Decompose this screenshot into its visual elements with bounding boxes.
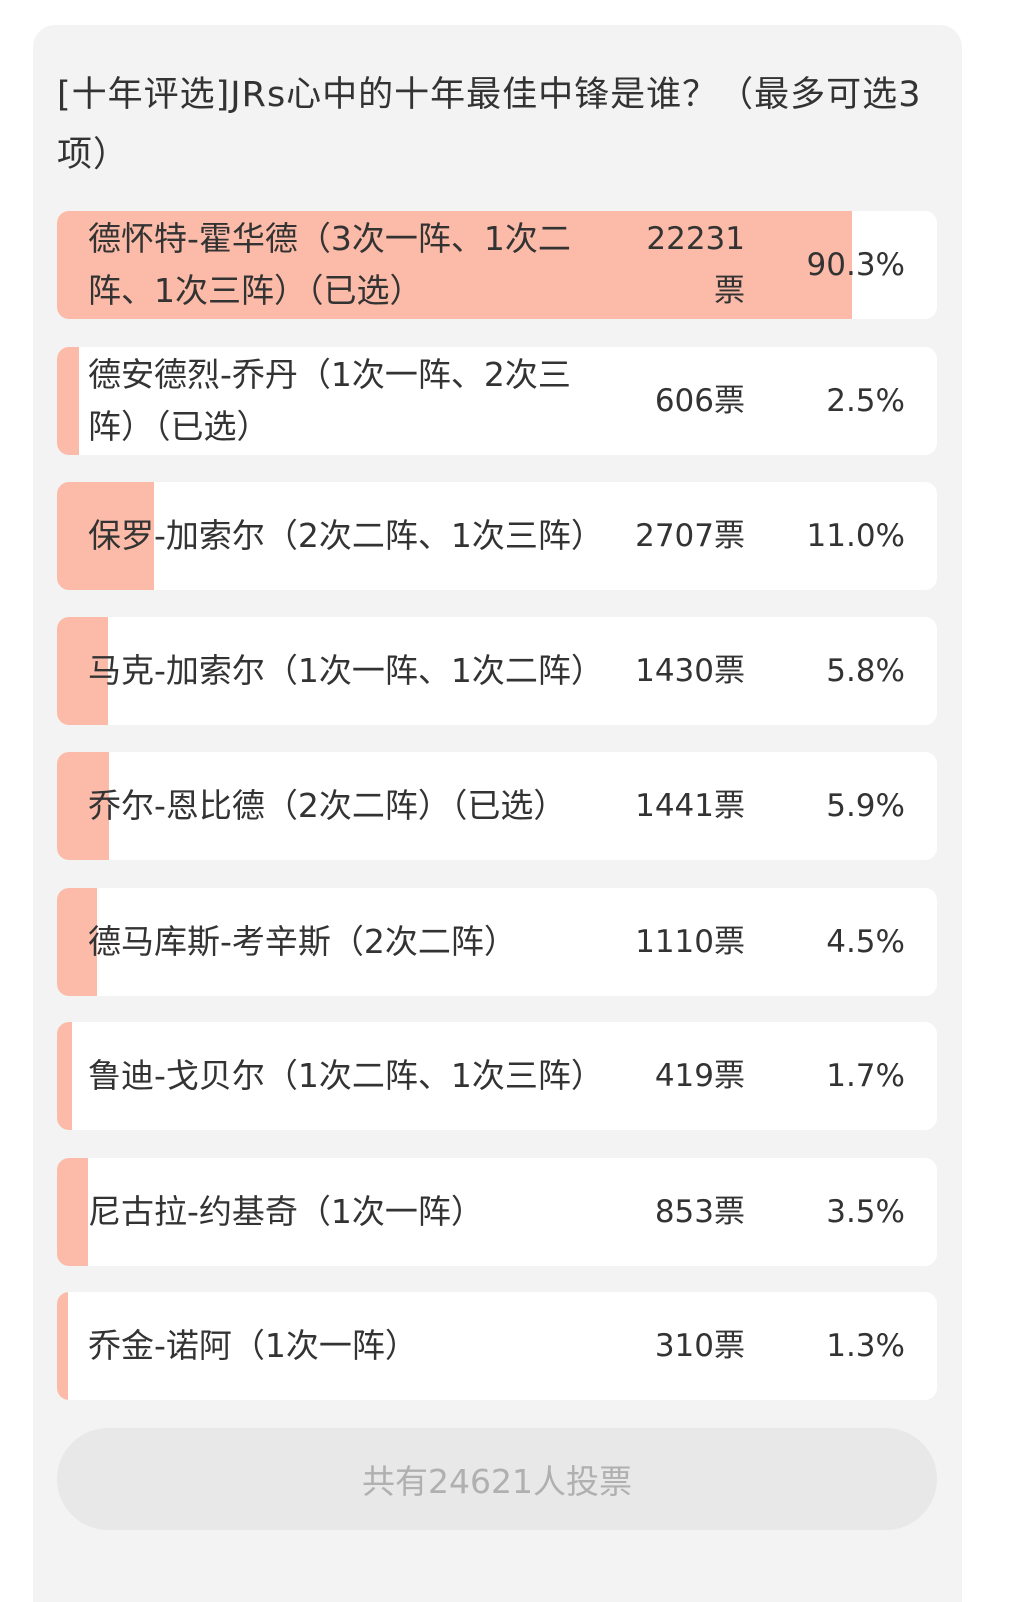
vote-share-bar <box>57 1292 69 1400</box>
poll-card: [十年评选]JRs心中的十年最佳中锋是谁？（最多可选3项） 德怀特-霍华德（3次… <box>33 25 962 1602</box>
total-votes-button[interactable]: 共有24621人投票 <box>57 1428 937 1530</box>
poll-option[interactable]: 马克-加索尔（1次一阵、1次二阵） 1430票 5.8% <box>57 617 937 725</box>
option-label: 乔尔-恩比德（2次二阵）（已选） <box>88 786 567 825</box>
poll-option[interactable]: 德马库斯-考辛斯（2次二阵） 1110票 4.5% <box>57 888 937 996</box>
vote-share-bar <box>57 347 79 455</box>
option-label: 德马库斯-考辛斯（2次二阵） <box>88 922 517 961</box>
option-votes: 1430票 <box>635 653 745 689</box>
option-label: 鲁迪-戈贝尔（1次二阵、1次三阵） <box>88 1056 604 1095</box>
vote-share-bar <box>57 617 109 725</box>
vote-share-bar <box>57 1022 72 1130</box>
option-votes: 1441票 <box>635 788 745 824</box>
poll-option[interactable]: 乔尔-恩比德（2次二阵）（已选） 1441票 5.9% <box>57 752 937 860</box>
option-votes: 22231票 <box>646 221 745 309</box>
option-label: 马克-加索尔（1次一阵、1次二阵） <box>88 651 604 690</box>
vote-share-bar <box>57 752 109 860</box>
poll-option[interactable]: 鲁迪-戈贝尔（1次二阵、1次三阵） 419票 1.7% <box>57 1022 937 1130</box>
poll-option[interactable]: 德怀特-霍华德（3次一阵、1次二阵、1次三阵）（已选） 22231票 90.3% <box>57 211 937 319</box>
option-percent: 5.9% <box>826 788 905 824</box>
option-label: 德安德烈-乔丹（1次一阵、2次三阵）（已选） <box>88 355 571 446</box>
poll-option[interactable]: 尼古拉-约基奇（1次一阵） 853票 3.5% <box>57 1158 937 1266</box>
option-votes: 606票 <box>654 383 745 419</box>
vote-share-bar <box>57 211 852 319</box>
option-label: 保罗-加索尔（2次二阵、1次三阵） <box>88 516 604 555</box>
poll-option[interactable]: 德安德烈-乔丹（1次一阵、2次三阵）（已选） 606票 2.5% <box>57 347 937 455</box>
option-percent: 1.7% <box>826 1058 905 1094</box>
option-votes: 2707票 <box>635 518 745 554</box>
poll-option[interactable]: 乔金-诺阿（1次一阵） 310票 1.3% <box>57 1292 937 1400</box>
option-votes: 310票 <box>654 1328 745 1364</box>
option-label: 德怀特-霍华德（3次一阵、1次二阵、1次三阵）（已选） <box>88 219 571 310</box>
poll-option[interactable]: 保罗-加索尔（2次二阵、1次三阵） 2707票 11.0% <box>57 482 937 590</box>
option-percent: 90.3% <box>806 247 905 283</box>
vote-share-bar <box>57 888 97 996</box>
option-votes: 1110票 <box>635 924 745 960</box>
poll-title: [十年评选]JRs心中的十年最佳中锋是谁？（最多可选3项） <box>57 75 922 175</box>
option-percent: 2.5% <box>826 383 905 419</box>
option-label: 尼古拉-约基奇（1次一阵） <box>88 1192 484 1231</box>
option-label: 乔金-诺阿（1次一阵） <box>88 1326 418 1365</box>
option-percent: 11.0% <box>806 518 905 554</box>
option-percent: 4.5% <box>826 924 905 960</box>
option-votes: 419票 <box>654 1058 745 1094</box>
vote-share-bar <box>57 1158 88 1266</box>
option-percent: 1.3% <box>826 1328 905 1364</box>
vote-share-bar <box>57 482 154 590</box>
option-percent: 3.5% <box>826 1194 905 1230</box>
option-percent: 5.8% <box>826 653 905 689</box>
option-votes: 853票 <box>654 1194 745 1230</box>
